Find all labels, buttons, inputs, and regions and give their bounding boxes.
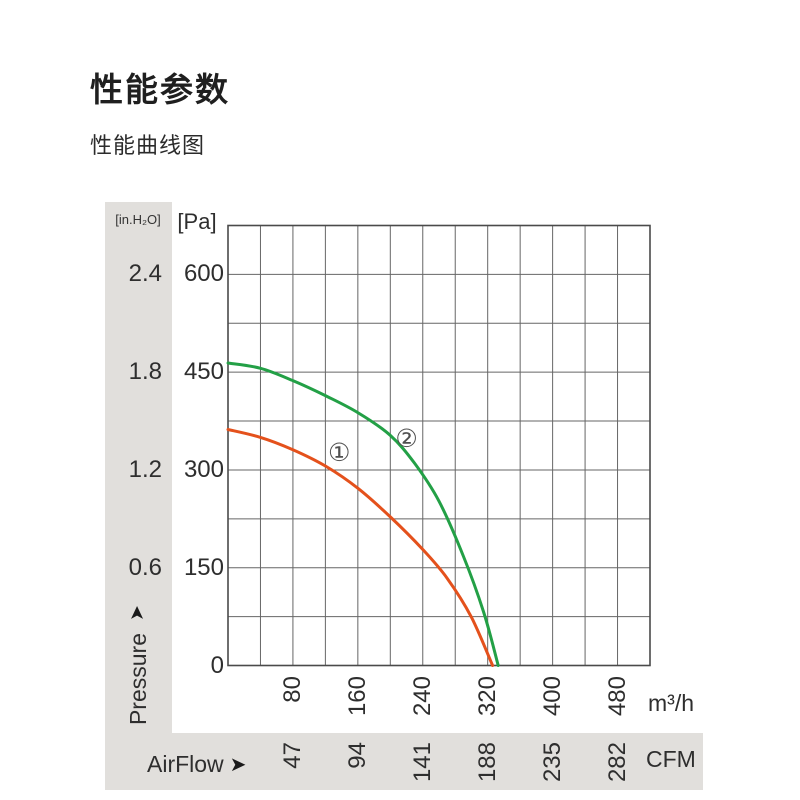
x-tick-m3h: 80 [278,676,308,730]
section-subtitle: 性能曲线图 [90,133,206,158]
x-tick-m3h: 240 [408,676,438,730]
y-axis-primary-unit-label: [Pa] [177,209,217,234]
x-tick-m3h-text: 160 [343,676,371,717]
x-tick-cfm: 235 [538,742,568,792]
y-tick-pa: 0 [210,651,224,679]
y-tick-pa: 600 [183,260,224,288]
x-tick-m3h-text: 480 [603,676,631,717]
y-tick-pa: 450 [183,358,224,386]
y-tick-inh2o: 0.6 [128,553,162,581]
plot-border [227,224,651,667]
x-tick-m3h: 320 [473,676,503,730]
bottom-axis-band [105,733,703,790]
x-tick-cfm: 188 [473,742,503,792]
curve-2 [226,361,500,667]
airflow-label-text: AirFlow [147,751,224,777]
series-label-curve-1: ① [327,438,351,467]
x-tick-cfm: 94 [343,742,373,792]
left-axis-band [105,202,172,790]
x-tick-m3h-text: 400 [538,676,566,717]
x-tick-cfm-text: 94 [343,742,371,769]
x-tick-cfm: 47 [278,742,308,792]
x-tick-m3h-text: 320 [473,676,501,717]
x-axis-primary-unit-label: m³/h [648,690,694,716]
y-tick-pa: 150 [183,553,224,581]
x-tick-cfm-text: 188 [473,742,501,783]
x-tick-cfm: 282 [603,742,633,792]
x-tick-cfm: 141 [408,742,438,792]
curve-1 [226,428,495,667]
pressure-arrow-icon: ➤ [126,605,148,621]
x-axis-label: AirFlow ➤ [147,751,246,778]
series-label-curve-2: ② [395,425,418,454]
x-axis-secondary-unit-label: CFM [646,746,696,772]
page-title: 性能参数 [90,71,230,109]
y-tick-inh2o: 1.2 [128,455,162,483]
x-tick-m3h: 400 [538,676,568,730]
y-tick-inh2o: 2.4 [128,260,162,288]
x-tick-cfm-text: 235 [538,742,566,783]
pressure-label-text: Pressure [124,633,151,726]
x-tick-cfm-text: 282 [603,742,631,783]
y-axis-secondary-unit-label: [in.H₂O] [115,212,161,227]
x-tick-m3h: 160 [343,676,373,730]
airflow-arrow-icon: ➤ [229,754,247,776]
x-tick-m3h-text: 80 [278,676,306,703]
x-tick-cfm-text: 47 [278,742,306,769]
x-tick-m3h-text: 240 [408,676,436,717]
x-tick-m3h: 480 [603,676,633,730]
y-tick-inh2o: 1.8 [128,358,162,386]
x-tick-cfm-text: 141 [408,742,436,783]
y-tick-pa: 300 [183,455,224,483]
